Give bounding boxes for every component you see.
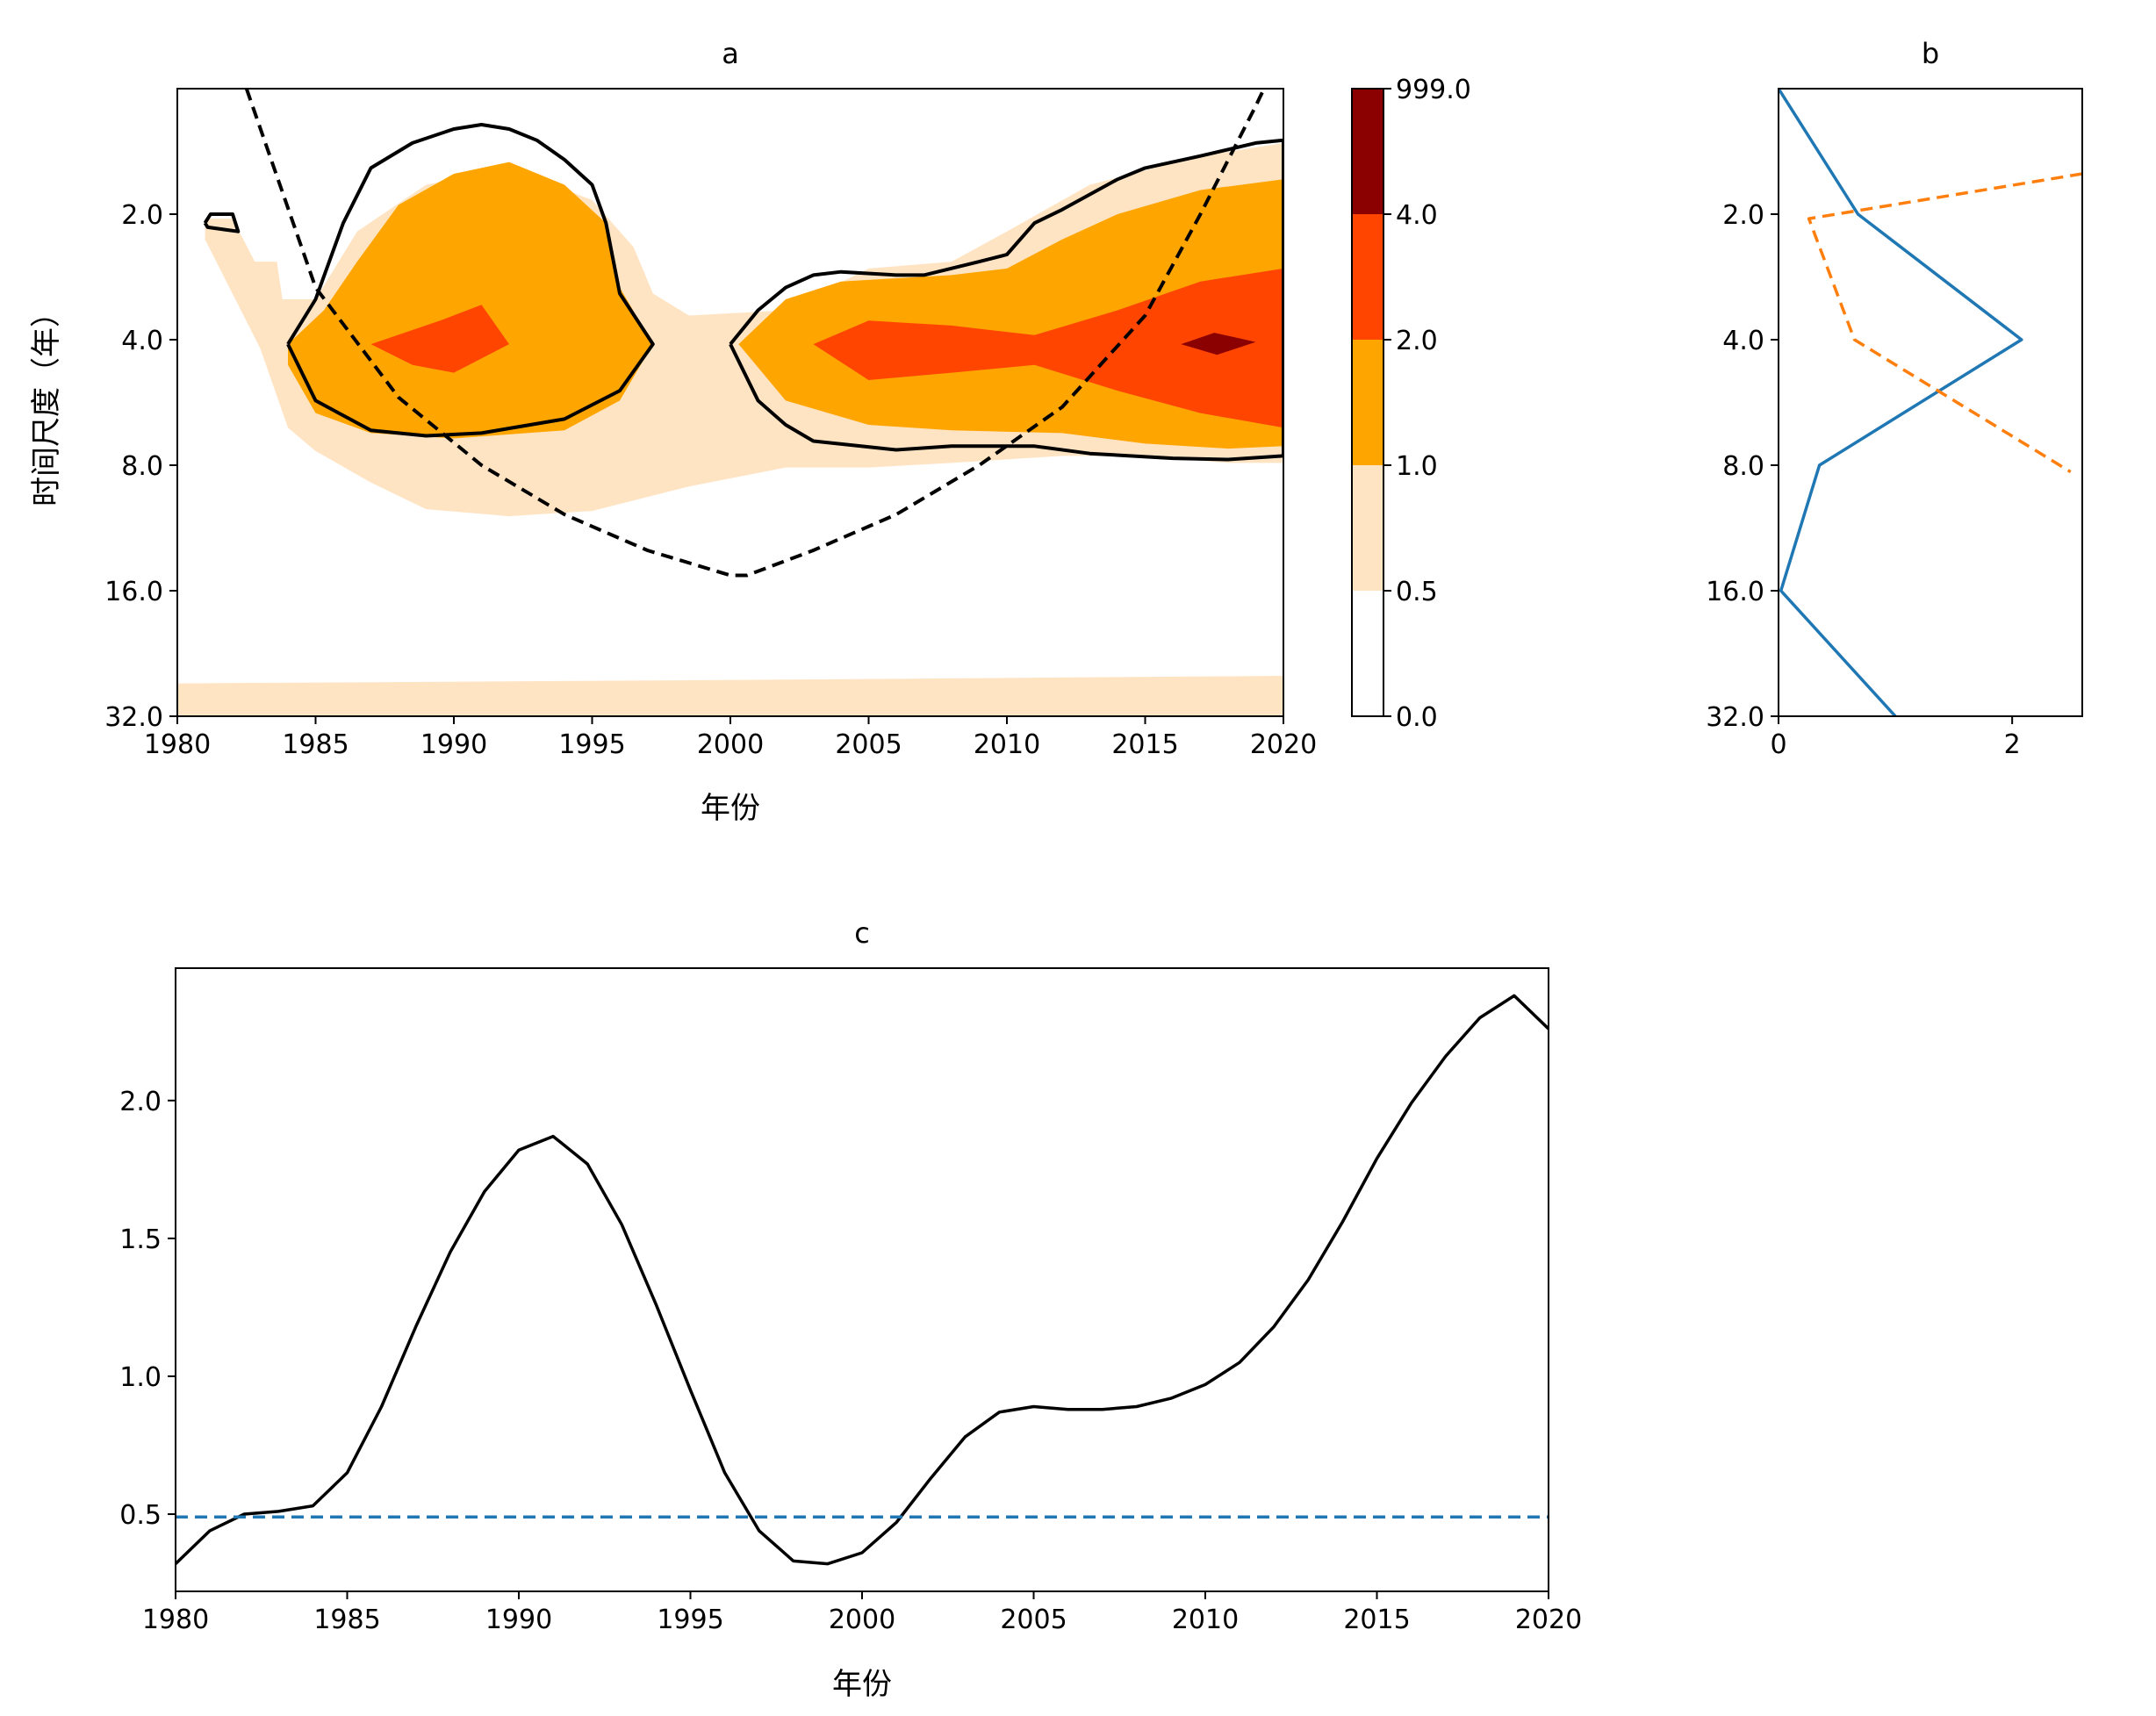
y-tick-label: 1.0 [119,1362,162,1393]
filled-region-4 [370,305,509,373]
filled-region-1 [177,676,1283,716]
x-tick-label: 1985 [313,1605,380,1635]
colorbar-band-3 [1352,214,1383,340]
y-tick-label: 16.0 [1706,577,1764,607]
filled-region-5 [813,268,1283,428]
panel-b-series-1 [1807,172,2082,474]
x-tick-label: 1990 [485,1605,552,1635]
x-tick-label: 1995 [657,1605,723,1635]
colorbar-tick-label: 4.0 [1396,200,1438,231]
y-tick-label: 8.0 [1722,451,1764,482]
panel-b-title: b [1922,37,1939,70]
panel-b-series [1779,89,2082,716]
y-tick-label: 2.0 [121,200,163,231]
y-tick-label: 1.5 [119,1224,162,1255]
colorbar-band-2 [1352,340,1383,465]
y-tick-label: 0.5 [119,1500,162,1531]
x-tick-label: 1985 [282,729,349,760]
panel-c-y-axis: 0.5 1.0 1.5 2.0 [119,1087,176,1531]
colorbar-band-1 [1352,465,1383,591]
x-tick-label: 0 [1770,729,1786,760]
panel-b-frame [1778,88,2083,717]
colorbar-frame [1351,88,1384,717]
colorbar-tick-label: 2.0 [1396,326,1438,356]
y-tick-label: 2.0 [1722,200,1764,231]
colorbar-ticks: 0.0 0.5 1.0 2.0 4.0 999.0 [1383,75,1471,733]
panel-a-y-label: 时间尺度（年） [29,298,64,506]
significance-contour-2 [729,138,1283,462]
y-tick-label: 4.0 [1722,326,1764,356]
panel-a-x-axis: 1980 1985 1990 1995 2000 2005 2010 2015 2020 [144,716,1317,760]
colorbar-tick-label: 1.0 [1396,451,1438,482]
x-tick-label: 2010 [1172,1605,1239,1635]
x-tick-label: 2020 [1250,729,1317,760]
y-tick-label: 4.0 [121,326,163,356]
y-tick-label: 32.0 [1706,702,1764,733]
panel-c-series [176,994,1549,1566]
x-tick-label: 1980 [142,1605,209,1635]
y-tick-label: 2.0 [119,1087,162,1117]
colorbar-band-4 [1352,89,1383,214]
colorbar-tick-label: 0.0 [1396,702,1438,733]
colorbar-tick-label: 999.0 [1396,75,1471,105]
x-tick-label: 1980 [144,729,211,760]
y-tick-label: 16.0 [104,577,163,607]
panel-c-title: c [854,916,870,950]
x-tick-label: 2015 [1343,1605,1410,1635]
x-tick-label: 1990 [420,729,487,760]
x-tick-label: 2000 [697,729,764,760]
colorbar: 0.0 0.5 1.0 2.0 4.0 999.0 [1351,75,1471,733]
x-tick-label: 2005 [1000,1605,1067,1635]
x-tick-label: 2010 [974,729,1040,760]
x-tick-label: 2020 [1515,1605,1582,1635]
panel-a-y-axis: 2.0 4.0 8.0 16.0 32.0 [104,200,177,733]
colorbar-tick-label: 0.5 [1396,577,1438,607]
colorbar-band-0 [1352,591,1383,716]
panel-c-frame [175,967,1549,1592]
significance-contour-0 [203,212,241,233]
panel-b-series-0 [1779,89,2023,716]
panel-c-x-label: 年份 [832,1667,892,1702]
panel-b-y-axis: 2.0 4.0 8.0 16.0 32.0 [1706,200,1779,733]
panel-a-cone-of-influence [244,89,1266,578]
x-tick-label: 2000 [829,1605,895,1635]
y-tick-label: 8.0 [121,451,163,482]
panel-a: a 1980 1985 1990 1995 2000 2005 2010 2015 2020 2… [29,37,1317,826]
filled-region-6 [1181,333,1256,355]
x-tick-label: 1995 [558,729,625,760]
x-tick-label: 2 [2004,729,2021,760]
cone-of-influence-line [244,89,1266,578]
panel-c-main-line [176,994,1549,1566]
panel-a-x-label: 年份 [701,791,760,826]
panel-a-filled-contours [177,142,1283,716]
panel-c: c 1980 1985 1990 1995 2000 2005 2010 2015 2020 0… [119,916,1582,1702]
x-tick-label: 2005 [835,729,902,760]
colorbar-bands [1352,89,1383,716]
panel-a-title: a [722,37,739,70]
panel-c-x-axis: 1980 1985 1990 1995 2000 2005 2010 2015 2020 [142,1591,1582,1635]
x-tick-label: 2015 [1111,729,1178,760]
y-tick-label: 32.0 [104,702,163,733]
